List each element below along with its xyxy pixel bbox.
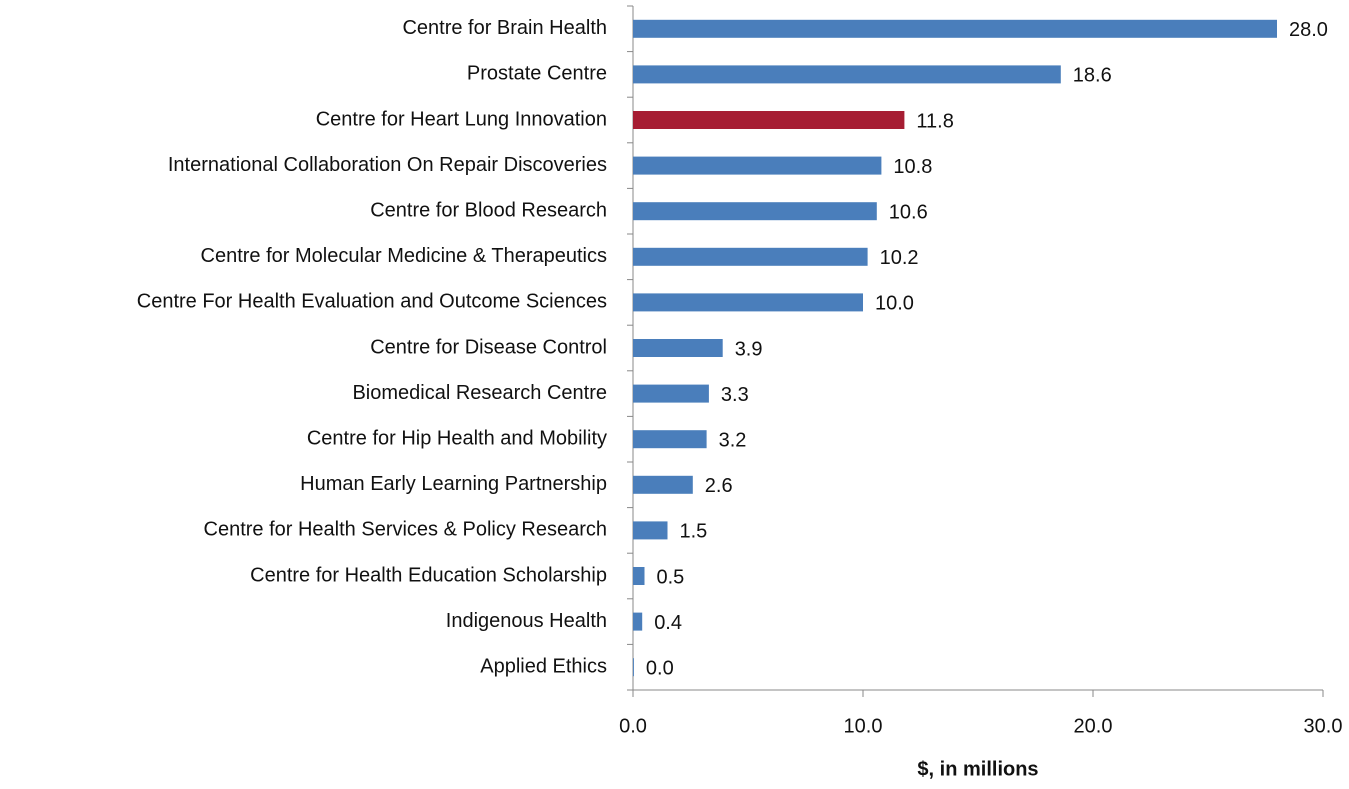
value-label: 18.6 [1073, 65, 1112, 87]
bar [633, 65, 1061, 84]
x-axis-title: $, in millions [917, 758, 1038, 780]
bar [633, 430, 707, 449]
value-label: 28.0 [1289, 19, 1328, 41]
value-label: 11.8 [916, 110, 953, 132]
y-tick-label: Centre for Health Education Scholarship [250, 564, 607, 586]
bar [633, 156, 882, 175]
value-label: 10.6 [889, 201, 928, 223]
bar [633, 658, 634, 677]
y-tick-label: Centre for Blood Research [370, 199, 607, 221]
value-label: 3.2 [719, 429, 747, 451]
bar [633, 111, 905, 129]
value-label: 10.0 [875, 293, 914, 315]
y-tick-label: Prostate Centre [467, 63, 607, 85]
y-tick-label: Centre for Health Services & Policy Rese… [204, 519, 608, 541]
value-label: 0.0 [646, 657, 674, 679]
value-label: 0.4 [654, 612, 682, 634]
value-label: 3.9 [735, 338, 763, 360]
value-label: 3.3 [721, 384, 749, 406]
y-tick-label: Indigenous Health [446, 610, 607, 632]
value-label: 0.5 [657, 566, 685, 588]
x-tick-label: 0.0 [619, 715, 647, 737]
y-tick-label: Applied Ethics [480, 655, 607, 677]
value-label: 10.8 [893, 156, 932, 178]
bar [633, 247, 868, 266]
y-tick-label: Centre for Hip Health and Mobility [307, 427, 607, 449]
value-label: 1.5 [680, 521, 708, 543]
bar [633, 612, 643, 631]
bar [633, 339, 723, 357]
x-tick-label: 20.0 [1074, 715, 1113, 737]
bar [633, 293, 863, 312]
bar [633, 475, 693, 494]
y-tick-label: Centre for Molecular Medicine & Therapeu… [201, 245, 607, 267]
bar [633, 521, 668, 540]
y-tick-label: International Collaboration On Repair Di… [168, 154, 607, 176]
y-tick-label: Centre for Disease Control [370, 336, 607, 358]
y-tick-label: Centre for Brain Health [402, 17, 607, 39]
bar [633, 567, 645, 585]
x-tick-label: 30.0 [1304, 715, 1343, 737]
value-label: 10.2 [880, 247, 919, 269]
bar [633, 202, 877, 221]
value-label: 2.6 [705, 475, 733, 497]
x-tick-label: 10.0 [844, 715, 883, 737]
y-tick-label: Centre for Heart Lung Innovation [316, 108, 607, 130]
bar [633, 19, 1277, 38]
y-tick-label: Human Early Learning Partnership [300, 473, 607, 495]
bar [633, 384, 709, 403]
y-tick-label: Centre For Health Evaluation and Outcome… [137, 291, 607, 313]
y-tick-label: Biomedical Research Centre [352, 382, 607, 404]
